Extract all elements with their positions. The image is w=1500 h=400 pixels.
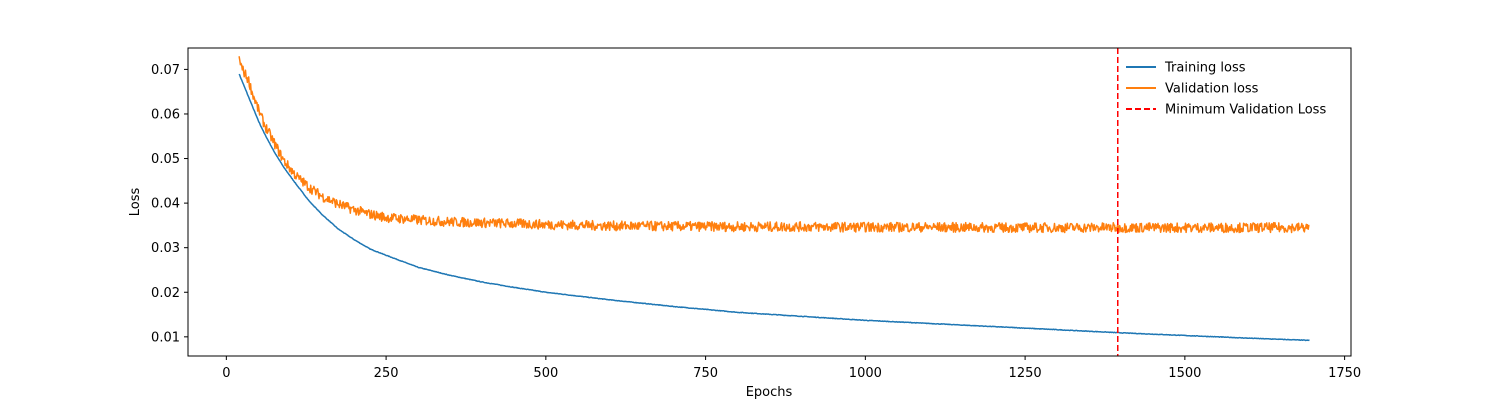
- y-tick-label: 0.01: [151, 330, 180, 345]
- x-tick-label: 1250: [1009, 366, 1042, 381]
- x-tick-label: 500: [533, 366, 558, 381]
- plot-frame: [187, 47, 1352, 357]
- x-tick-label: 250: [374, 366, 399, 381]
- plot-area: [238, 48, 1310, 356]
- y-tick-label: 0.05: [151, 152, 180, 167]
- y-tick-label: 0.04: [151, 197, 180, 212]
- y-tick-label: 0.02: [151, 286, 180, 301]
- series-line-training-loss: [238, 73, 1310, 342]
- x-tick-label: 750: [693, 366, 718, 381]
- y-tick-label: 0.07: [151, 63, 180, 78]
- y-axis-label: Loss: [128, 188, 143, 217]
- x-tick-label: 1750: [1328, 366, 1361, 381]
- x-axis-label: Epochs: [746, 385, 793, 400]
- y-tick-label: 0.03: [151, 241, 180, 256]
- legend-label-training-loss: Training loss: [1164, 61, 1246, 76]
- x-tick-label: 1500: [1168, 366, 1201, 381]
- series-line-validation-loss: [238, 56, 1310, 234]
- legend-label-min-validation-loss: Minimum Validation Loss: [1165, 103, 1326, 118]
- legend: Training loss Validation loss Minimum Vali…: [1126, 61, 1326, 118]
- axis-ticks: 0 250 500 750 1000 1250 1500 1750 0.01 0.02 0.03 0.…: [151, 63, 1361, 381]
- legend-label-validation-loss: Validation loss: [1165, 82, 1259, 97]
- x-tick-label: 0: [222, 366, 230, 381]
- x-tick-label: 1000: [849, 366, 882, 381]
- y-tick-label: 0.06: [151, 107, 180, 122]
